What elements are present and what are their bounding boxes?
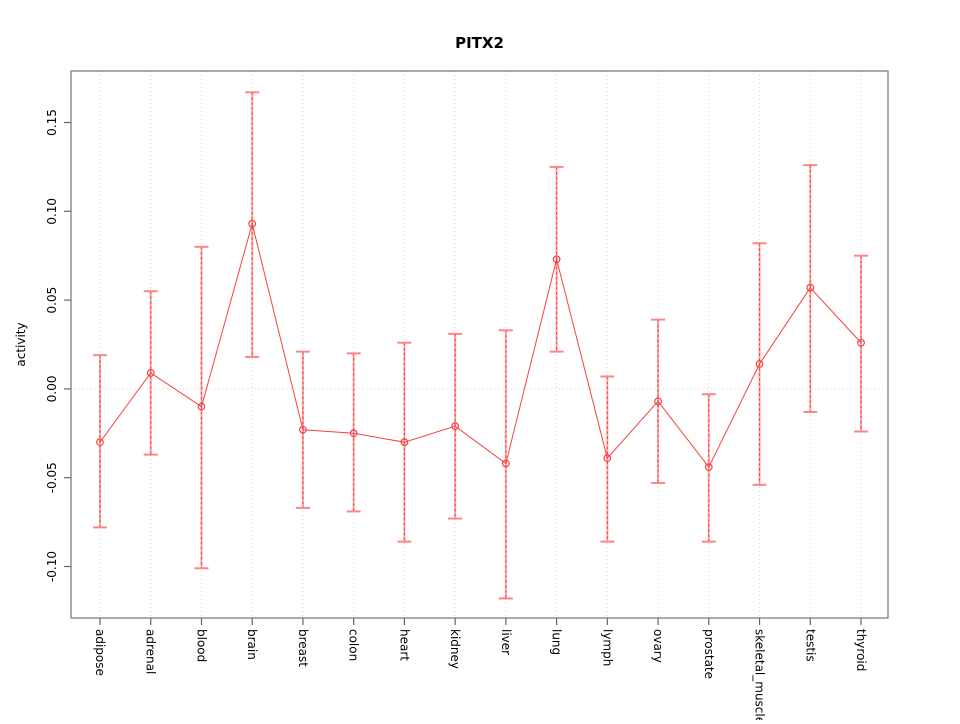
error-bar <box>498 329 513 600</box>
data-point <box>806 283 815 292</box>
data-point <box>603 454 612 463</box>
data-point <box>400 438 409 447</box>
y-tick-label: -0.05 <box>45 462 59 493</box>
y-tick-label: 0.15 <box>45 109 59 136</box>
plot-box <box>70 70 889 619</box>
data-point <box>755 360 764 368</box>
data-point <box>857 338 865 347</box>
x-tick-label: prostate <box>702 629 716 679</box>
data-point <box>96 438 104 447</box>
data-point <box>552 255 561 264</box>
x-tick-label: testis <box>803 629 817 662</box>
error-bar <box>854 254 868 433</box>
data-point <box>197 402 206 411</box>
data-point <box>654 397 662 406</box>
x-tick-label: colon <box>347 629 361 661</box>
error-bar <box>600 375 615 543</box>
y-tick-label: 0.00 <box>45 376 59 403</box>
data-point <box>451 422 460 431</box>
error-bar <box>93 354 107 529</box>
x-tick-label: lymph <box>600 629 614 666</box>
error-bar <box>346 352 361 513</box>
y-axis-label: activity <box>14 322 28 366</box>
x-tick-label: brain <box>245 629 259 660</box>
x-tick-label: kidney <box>448 629 462 669</box>
chart-title: PITX2 <box>455 34 504 52</box>
series-line <box>99 221 862 468</box>
x-tick-label: liver <box>499 629 513 655</box>
y-tick-label: -0.10 <box>45 551 59 582</box>
data-point <box>704 463 713 471</box>
x-tick-label: blood <box>194 629 208 662</box>
x-tick-label: thyroid <box>854 629 868 671</box>
x-tick-label: heart <box>397 629 411 661</box>
x-tick-label: adipose <box>93 629 107 676</box>
data-point <box>501 459 510 468</box>
y-tick-label: 0.10 <box>45 198 59 225</box>
x-tick-label: ovary <box>651 629 665 663</box>
data-point <box>299 425 307 434</box>
x-tick-label: lung <box>550 629 564 655</box>
data-point <box>349 429 358 438</box>
x-tick-label: breast <box>296 629 310 667</box>
y-tick-label: 0.05 <box>45 287 59 314</box>
data-point <box>146 369 155 377</box>
error-bar <box>701 393 716 543</box>
x-tick-label: skeletal_muscle <box>753 629 767 720</box>
data-point <box>248 219 257 228</box>
x-tick-label: adrenal <box>144 629 158 674</box>
error-bar <box>194 245 209 570</box>
